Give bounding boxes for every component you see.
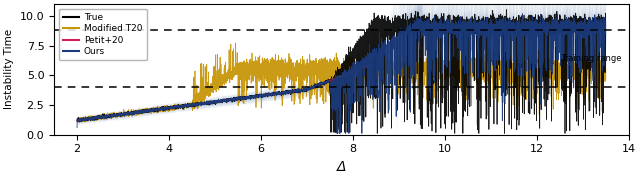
Text: Training range: Training range [561,54,622,63]
Y-axis label: Instability Time: Instability Time [4,29,14,109]
Legend: True, Modified T20, Petit+20, Ours: True, Modified T20, Petit+20, Ours [59,9,147,61]
X-axis label: Δ: Δ [337,160,346,174]
